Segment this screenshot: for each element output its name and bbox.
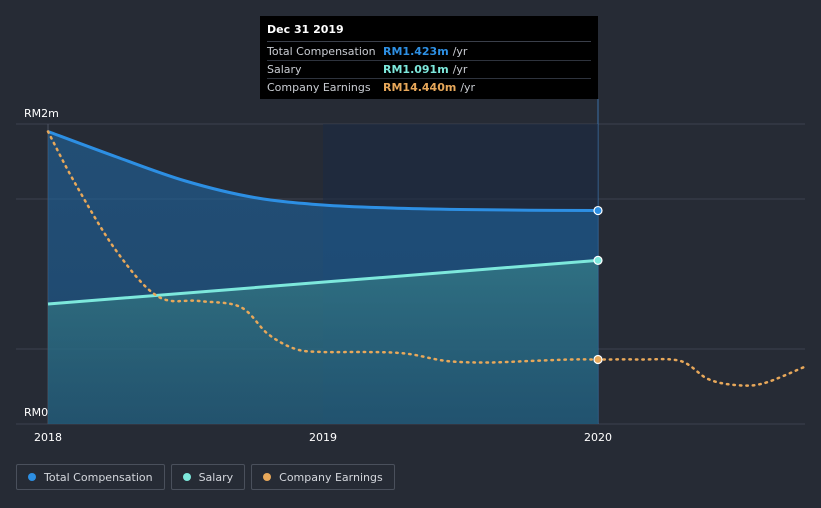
tooltip-row-salary: Salary RM1.091m /yr [267,61,591,79]
tooltip-date: Dec 31 2019 [267,23,591,42]
axes: RM2m RM0 2018 2019 2020 [24,107,612,444]
tooltip-row-company-earnings: Company Earnings RM14.440m /yr [267,79,591,96]
x-tick-label: 2020 [584,431,612,444]
y-tick-label: RM2m [24,107,59,120]
tooltip-value: RM1.423m [383,45,449,58]
tooltip-unit: /yr [460,81,476,94]
x-tick-label: 2019 [309,431,337,444]
legend-salary[interactable]: Salary [170,464,246,490]
highlight-points [593,205,603,365]
legend-dot-icon [263,473,272,481]
series-lines [46,130,806,387]
y-tick-label: RM0 [24,406,48,419]
tooltip-label: Total Compensation [267,45,376,58]
tooltip: Dec 31 2019 Total Compensation RM1.423m … [260,16,598,99]
point-salary [593,255,603,265]
legend-dot-icon [182,473,191,481]
legend-company-earnings[interactable]: Company Earnings [251,464,395,490]
legend-label: Company Earnings [279,470,383,484]
line-company-earnings [46,130,806,387]
tooltip-label: Company Earnings [267,81,371,94]
point-total-compensation [593,205,603,216]
line-salary [47,258,599,306]
legend: Total Compensation Salary Company Earnin… [16,464,395,490]
tooltip-unit: /yr [452,45,468,58]
tooltip-value: RM14.440m [383,81,457,94]
tooltip-value: RM1.091m [383,63,449,76]
legend-total-compensation[interactable]: Total Compensation [16,464,165,490]
tooltip-row-total-compensation: Total Compensation RM1.423m /yr [267,43,591,61]
legend-label: Total Compensation [44,470,153,484]
x-tick-label: 2018 [34,431,62,444]
legend-label: Salary [198,470,234,484]
tooltip-unit: /yr [452,63,468,76]
tooltip-label: Salary [267,63,302,76]
line-total-compensation [47,130,599,213]
point-company-earnings [593,354,603,365]
legend-dot-icon [28,473,36,481]
